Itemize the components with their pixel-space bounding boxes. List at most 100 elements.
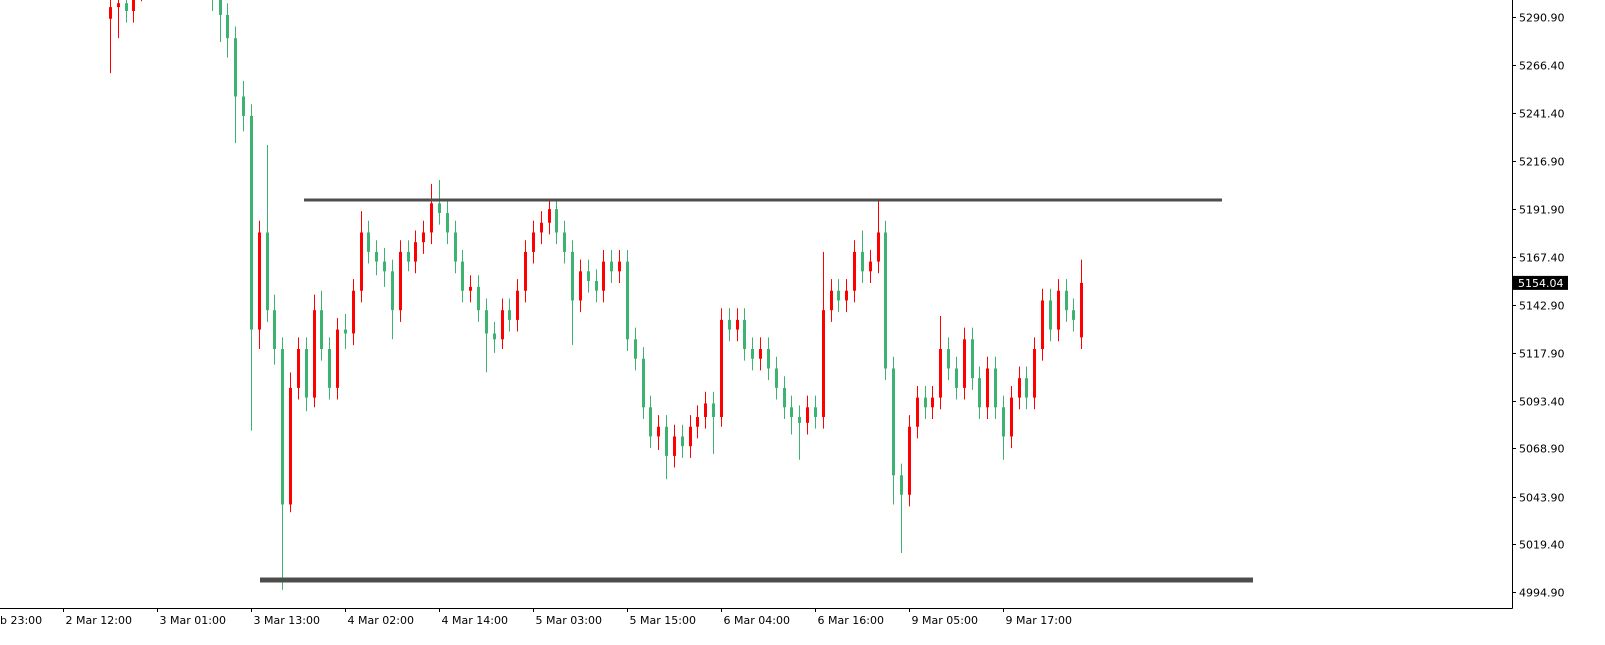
candle-body [665,426,668,456]
y-tick-label: 5117.90 [1519,348,1565,361]
candle-body [861,251,864,272]
candle-body [313,310,316,398]
x-tick-label: 9 Mar 17:00 [1006,614,1072,627]
candle-body [767,349,770,369]
y-tick-label: 5167.40 [1519,252,1565,265]
candle-body [681,436,684,447]
candle-body [375,251,378,262]
candle-body [234,38,237,97]
candle-body [320,310,323,350]
candle-body [501,310,504,340]
x-tick-label: 9 Mar 05:00 [912,614,978,627]
candle-body [931,397,934,408]
candle-body [939,349,942,398]
candle-body [1049,300,1052,330]
candle-body [916,397,919,427]
y-tick-label: 5216.90 [1519,156,1565,169]
candle-body [837,290,840,301]
candle-body [109,7,112,19]
x-tick-label: 6 Mar 16:00 [818,614,884,627]
candle-body [336,329,339,388]
candle-body [720,319,723,418]
candle-body [219,0,222,15]
x-tick-label: 3 Mar 01:00 [160,614,226,627]
candle-body [689,426,692,447]
candle-body [814,407,817,418]
candle-body [1072,310,1075,320]
candle-body [830,290,833,311]
candle-body [618,261,621,272]
y-tick-label: 5266.40 [1519,60,1565,73]
candle-body [422,232,425,243]
x-tick-label: 5 Mar 15:00 [630,614,696,627]
candle-body [281,349,284,505]
candle-body [1057,290,1060,330]
candle-body [696,417,699,427]
candle-body [493,333,496,340]
price-label-box [1513,275,1568,290]
y-tick-label: 4994.90 [1519,587,1565,600]
candle-body [508,310,511,320]
candle-body [563,232,566,252]
candle-body [532,232,535,252]
candle-body [790,407,793,418]
candle-body [1002,407,1005,437]
candle-body [751,349,754,359]
candle-body [1041,300,1044,350]
candle-body [798,417,801,423]
candle-body [994,368,997,408]
y-tick-label: 5191.90 [1519,204,1565,217]
candle-body [1018,378,1021,398]
candle-body [1033,349,1036,398]
candle-body [407,251,410,262]
candle-body [1025,378,1028,398]
candle-body [1010,397,1013,437]
candle-body [634,339,637,359]
candle-body [242,96,245,116]
candle-body [125,3,128,11]
candle-body [360,232,363,291]
candle-body [736,319,739,330]
candle-body [595,281,598,291]
candle-body [540,222,543,233]
candle-body [461,261,464,291]
candle-body [783,387,786,408]
candle-body [704,403,707,418]
candle-body [579,271,582,301]
candle-body [626,261,629,340]
candle-body [892,368,895,476]
candle-body [649,407,652,437]
candle-body [250,115,253,330]
y-tick-label: 5241.40 [1519,108,1565,121]
candle-body [806,407,809,423]
candle-body [978,378,981,408]
x-tick-label: 6 Mar 04:00 [724,614,790,627]
candle-body [571,251,574,301]
current-price-label: 5154.04 [1518,277,1564,290]
candle-body [877,232,880,262]
candle-body [947,349,950,369]
candle-body [845,290,848,301]
y-tick-label: 5068.90 [1519,443,1565,456]
candle-body [399,251,402,311]
candle-body [226,14,229,39]
candle-body [587,271,590,282]
candle-body [602,261,605,291]
x-tick-label: 3 Mar 13:00 [254,614,320,627]
candle-body [485,310,488,334]
y-tick-label: 5043.90 [1519,492,1565,505]
candle-body [391,271,394,311]
candle-body [352,290,355,334]
candle-body [1080,282,1083,338]
candle-body [266,232,269,311]
candle-body [367,232,370,252]
candle-body [430,203,433,233]
candle-body [454,232,457,262]
candle-body [924,397,927,408]
candle-body [328,349,331,388]
candle-body [955,368,958,388]
x-tick-label: b 23:00 [0,614,42,627]
candle-body [712,403,715,418]
candle-body [657,426,660,437]
